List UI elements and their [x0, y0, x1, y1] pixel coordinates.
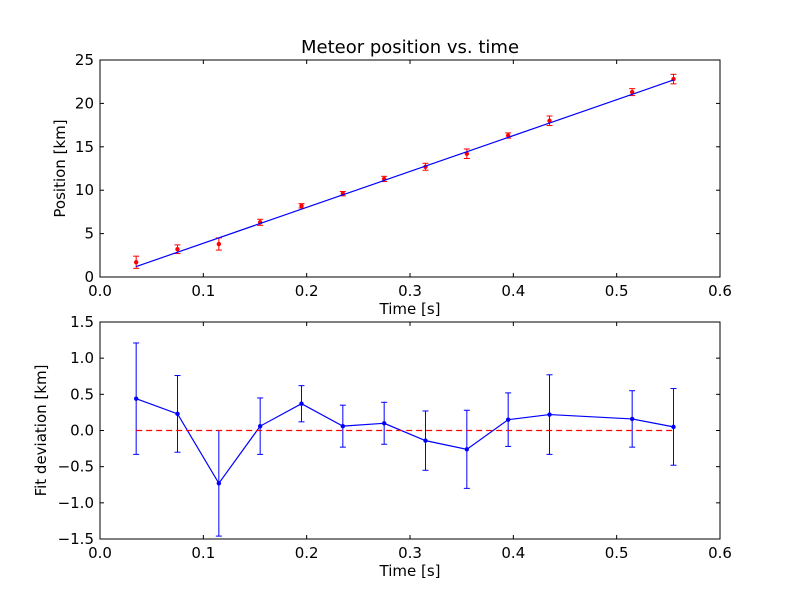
position-x-tick-label: 0.4 [501, 282, 525, 300]
deviation-data-point [299, 401, 304, 406]
position-data-point [629, 89, 635, 95]
position-x-tick-label: 0.6 [708, 282, 732, 300]
deviation-y-tick-label: −1.0 [58, 494, 94, 512]
position-data-point [299, 203, 304, 209]
deviation-data-point [547, 412, 552, 417]
deviation-data-point [464, 447, 470, 452]
position-y-tick-label: 15 [75, 138, 94, 156]
position-data [133, 73, 677, 269]
chart-title: Meteor position vs. time [301, 37, 519, 58]
deviation-y-tick-label: −1.5 [58, 530, 94, 548]
deviation-x-tick-label: 0.5 [605, 544, 629, 562]
deviation-x-tick-label: 0.6 [708, 544, 732, 562]
deviation-data-point [257, 423, 263, 429]
position-data-point [133, 260, 139, 265]
position-y-tick-label: 0 [84, 268, 94, 286]
position-axes-frame [99, 59, 721, 278]
position-y-tick-label: 5 [84, 225, 94, 243]
deviation-y-tick-label: 1.5 [70, 313, 94, 331]
deviation-y-tick-label: −0.5 [58, 458, 94, 476]
position-x-tick-label: 0.5 [605, 282, 629, 300]
deviation-axes-frame [99, 321, 721, 540]
deviation-data-point [340, 423, 346, 429]
position-x-tick-label: 0.1 [191, 282, 215, 300]
position-y-tick-label: 25 [75, 51, 94, 69]
deviation-series-line [135, 398, 674, 485]
deviation-x-tick-label: 0.1 [191, 544, 215, 562]
deviation-x-tick-label: 0.2 [295, 544, 319, 562]
deviation-y-tick-label: 0.0 [70, 422, 94, 440]
position-data-point [175, 247, 180, 252]
deviation-x-axis-label: Time [s] [379, 562, 441, 580]
deviation-data-point [381, 421, 387, 426]
position-y-tick-label: 20 [75, 94, 94, 112]
position-ticks: 0.0 0.1 0.2 0.3 0.4 0.5 0.6 0 5 10 15 20 25 [75, 51, 732, 300]
deviation-data-point [423, 438, 428, 443]
deviation-data-point [629, 416, 635, 422]
deviation-data-point [671, 424, 676, 430]
deviation-data-point [175, 411, 180, 417]
deviation-y-tick-label: 0.5 [70, 385, 94, 403]
position-data-point [216, 241, 222, 247]
position-x-axis-label: Time [s] [379, 300, 441, 318]
position-x-tick-label: 0.0 [88, 282, 112, 300]
deviation-plot: 0.0 0.1 0.2 0.3 0.4 0.5 0.6 −1.5 −1.0 −0.5 0.0 0.5 1… [32, 313, 732, 580]
deviation-x-tick-label: 0.3 [398, 544, 422, 562]
deviation-x-tick-label: 0.4 [501, 544, 525, 562]
position-y-axis-label: Position [km] [51, 119, 69, 217]
deviation-data [133, 342, 677, 537]
deviation-x-tick-label: 0.0 [88, 544, 112, 562]
position-y-tick-label: 10 [75, 181, 94, 199]
deviation-data-point [133, 396, 139, 401]
position-plot: Meteor position vs. time 0.0 0.1 0.2 0.3 0.4… [51, 37, 732, 318]
deviation-ticks: 0.0 0.1 0.2 0.3 0.4 0.5 0.6 −1.5 −1.0 −0.5 0.0 0.5 1… [58, 313, 732, 562]
position-x-tick-label: 0.3 [398, 282, 422, 300]
deviation-data-point [505, 417, 511, 422]
position-x-tick-label: 0.2 [295, 282, 319, 300]
deviation-y-axis-label: Fit deviation [km] [32, 365, 50, 497]
position-data-point [547, 118, 552, 123]
deviation-y-tick-label: 1.0 [70, 349, 94, 367]
deviation-data-point [216, 481, 222, 486]
fit-line [135, 79, 674, 268]
